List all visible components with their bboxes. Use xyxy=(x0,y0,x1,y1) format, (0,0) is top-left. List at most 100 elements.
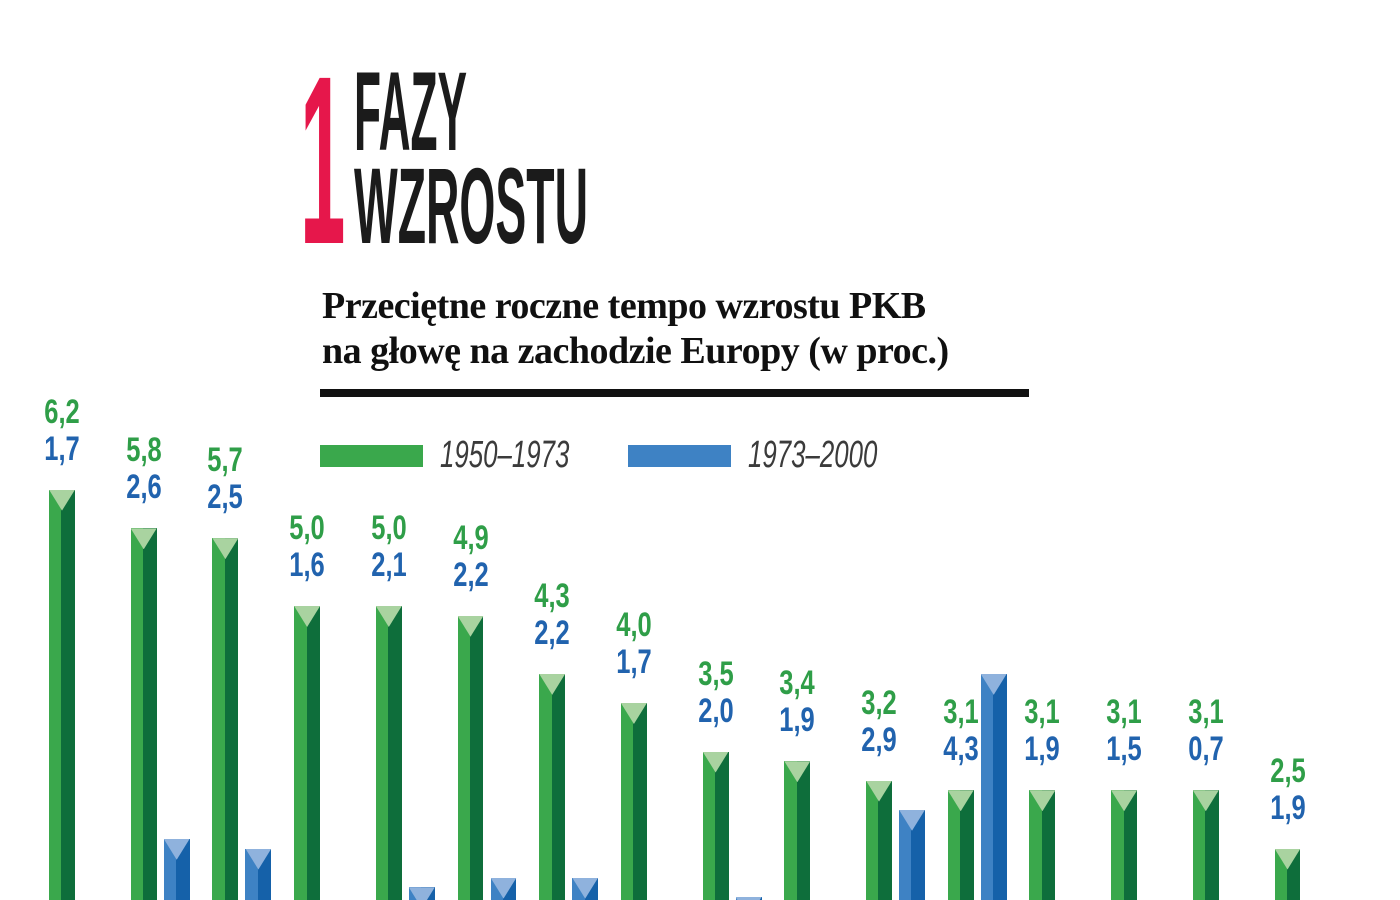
green-bar xyxy=(866,780,892,900)
value-label-pair: 4,3 2,2 xyxy=(534,576,570,652)
value-label-blue: 2,2 xyxy=(452,555,489,594)
value-label-blue: 2,1 xyxy=(371,546,407,584)
value-label-pair: 3,1 1,5 xyxy=(1106,694,1141,768)
green-bar xyxy=(620,703,647,900)
green-bar xyxy=(539,673,566,900)
bar-face-light xyxy=(212,538,225,900)
value-label-green: 3,1 xyxy=(1106,693,1142,732)
value-label-green: 3,1 xyxy=(1188,693,1224,732)
green-bar xyxy=(784,761,811,900)
bar-face-light xyxy=(899,809,912,900)
chart-subtitle-line-2: na głowę na zachodzie Europy (w proc.) xyxy=(322,330,949,372)
bar-face-dark xyxy=(551,673,566,900)
bar-face-dark xyxy=(1205,790,1219,900)
green-bar xyxy=(1029,790,1056,900)
value-label-pair: 3,1 4,3 xyxy=(943,694,978,768)
value-label-green: 5,8 xyxy=(125,431,162,470)
bar-face-light xyxy=(130,528,144,900)
green-bar xyxy=(947,790,974,900)
bar-face-dark xyxy=(960,790,974,900)
divider-rule xyxy=(320,389,1029,397)
bar-face-dark xyxy=(224,538,239,900)
title-line-2: WZROSTU xyxy=(354,145,588,258)
bar-face-dark xyxy=(469,615,484,900)
bar-face-light xyxy=(163,838,177,900)
value-label-pair: 3,1 1,9 xyxy=(1025,694,1060,768)
green-bar xyxy=(1111,790,1138,900)
value-label-green: 3,1 xyxy=(942,693,979,732)
value-label-pair: 4,9 2,2 xyxy=(452,518,489,594)
value-label-blue: 4,3 xyxy=(942,730,979,769)
blue-bar xyxy=(980,673,1007,900)
bar-face-dark xyxy=(911,809,925,900)
bar-face-light xyxy=(702,751,716,900)
bar-face-light xyxy=(866,780,879,900)
blue-bar xyxy=(490,877,517,900)
value-label-pair: 4,0 1,7 xyxy=(616,607,651,681)
bar-face-dark xyxy=(1123,790,1138,900)
bar-face-dark xyxy=(1041,790,1056,900)
value-label-green: 5,0 xyxy=(289,509,325,547)
blue-bar xyxy=(572,877,599,900)
blue-bar xyxy=(735,897,762,900)
green-bar xyxy=(702,751,729,900)
value-label-pair: 3,4 1,9 xyxy=(780,665,815,739)
bar-face-dark xyxy=(61,489,75,900)
value-label-green: 4,9 xyxy=(452,518,489,557)
bar-face-light xyxy=(539,673,552,900)
bar-bevel xyxy=(408,887,435,900)
value-label-blue: 0,7 xyxy=(1188,730,1224,769)
green-bar xyxy=(375,606,402,900)
bar-face-dark xyxy=(388,606,402,900)
green-bar xyxy=(294,606,321,900)
blue-bar xyxy=(245,848,272,900)
legend-label-1973-2000: 1973–2000 xyxy=(748,434,878,476)
value-label-green: 5,7 xyxy=(207,441,244,480)
value-label-blue: 2,9 xyxy=(861,720,897,759)
bar-face-light xyxy=(457,615,470,900)
value-label-blue: 1,7 xyxy=(44,429,80,468)
bar-face-dark xyxy=(633,703,647,900)
value-label-blue: 2,2 xyxy=(534,613,570,652)
section-number: 1 xyxy=(300,58,345,258)
title-line-1: FAZY xyxy=(354,58,467,174)
bar-face-light xyxy=(980,673,994,900)
bar-face-light xyxy=(784,761,797,900)
value-label-pair: 3,2 2,9 xyxy=(861,683,897,759)
blue-bar xyxy=(408,887,435,900)
bar-face-light xyxy=(947,790,961,900)
value-label-blue: 1,9 xyxy=(779,701,816,740)
value-label-green: 3,2 xyxy=(861,683,897,722)
value-label-pair: 2,5 1,9 xyxy=(1269,751,1306,827)
legend-swatch-1973-2000 xyxy=(628,445,731,467)
value-label-pair: 6,2 1,7 xyxy=(44,393,80,468)
value-label-blue: 2,5 xyxy=(207,478,244,517)
bar-face-light xyxy=(1192,790,1206,900)
value-label-blue: 1,5 xyxy=(1106,730,1142,769)
value-label-green: 3,1 xyxy=(1024,693,1061,732)
bar-face-light xyxy=(1111,790,1124,900)
green-bar xyxy=(212,538,239,900)
title-block: 1 FAZY WZROSTU xyxy=(300,58,588,258)
chart-subtitle-line-1: Przeciętne roczne tempo wzrostu PKB xyxy=(322,285,926,327)
value-label-green: 2,5 xyxy=(1269,751,1306,790)
value-label-green: 3,4 xyxy=(779,664,816,703)
bar-face-dark xyxy=(715,751,729,900)
bar-face-light xyxy=(1029,790,1042,900)
value-label-pair: 5,7 2,5 xyxy=(208,442,243,516)
value-label-green: 3,5 xyxy=(697,654,734,693)
chart-subtitle: Przeciętne roczne tempo wzrostu PKB na g… xyxy=(322,284,949,374)
value-label-green: 5,0 xyxy=(371,509,407,547)
value-label-green: 4,3 xyxy=(534,576,570,615)
blue-bar xyxy=(899,809,925,900)
bar-face-dark xyxy=(993,673,1007,900)
bar-face-dark xyxy=(878,780,892,900)
value-label-blue: 2,6 xyxy=(125,468,162,507)
bar-face-light xyxy=(620,703,634,900)
legend-label-1950-1973: 1950–1973 xyxy=(440,434,570,476)
bar-face-light xyxy=(375,606,389,900)
value-label-blue: 1,9 xyxy=(1024,730,1061,769)
green-bar xyxy=(457,615,484,900)
bar-face-light xyxy=(49,489,62,900)
